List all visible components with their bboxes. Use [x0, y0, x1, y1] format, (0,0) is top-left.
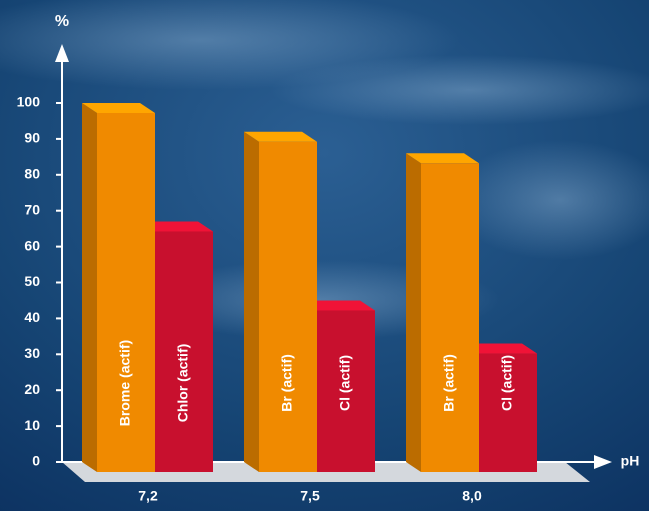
y-tick-label: 30 — [24, 345, 40, 361]
bar — [259, 142, 317, 472]
bar-side — [406, 153, 421, 472]
y-tick-label: 0 — [32, 453, 40, 469]
bar-label: Brome (actif) — [117, 340, 133, 426]
x-axis-label: pH — [621, 453, 640, 469]
bar-label: Cl (actif) — [499, 355, 515, 411]
y-axis-label: % — [55, 13, 69, 30]
x-tick-label: 7,2 — [138, 488, 158, 504]
x-tick-label: 8,0 — [462, 488, 482, 504]
bar-side — [82, 103, 97, 472]
bar-label: Br (actif) — [441, 354, 457, 412]
bar-label: Br (actif) — [279, 354, 295, 412]
y-tick-label: 20 — [24, 381, 40, 397]
bar-side — [244, 132, 259, 472]
y-tick-label: 50 — [24, 273, 40, 289]
y-tick-label: 70 — [24, 201, 40, 217]
y-tick-label: 100 — [17, 94, 41, 110]
bar-label: Cl (actif) — [337, 355, 353, 411]
bar-label: Chlor (actif) — [175, 344, 191, 423]
y-tick-label: 10 — [24, 417, 40, 433]
y-tick-label: 40 — [24, 309, 40, 325]
y-tick-label: 90 — [24, 130, 40, 146]
x-tick-label: 7,5 — [300, 488, 320, 504]
bar — [421, 163, 479, 472]
chart: % pH 0 10 20 30 40 50 60 70 80 90 100 7,2 Chlor (act… — [0, 0, 649, 511]
y-tick-label: 80 — [24, 166, 40, 182]
y-tick-label: 60 — [24, 237, 40, 253]
